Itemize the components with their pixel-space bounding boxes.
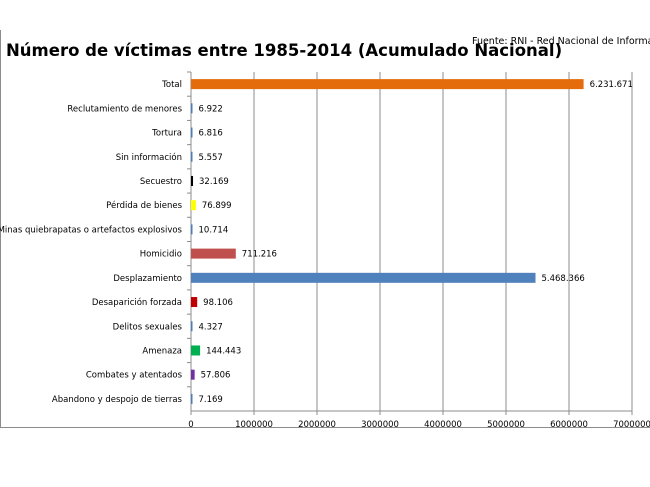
x-tick-label: 5000000: [487, 420, 525, 430]
category-label: Combates y atentados: [86, 371, 183, 381]
x-tick-label: 7000000: [613, 420, 650, 430]
bar: [191, 175, 194, 186]
category-label: Reclutamiento de menores: [67, 104, 182, 114]
value-label: 5.468.366: [542, 274, 585, 284]
value-label: 5.557: [199, 153, 223, 163]
x-tick-label: 2000000: [298, 420, 336, 430]
bar: [191, 151, 193, 162]
bar: [191, 345, 201, 356]
bar: [191, 272, 536, 283]
value-label: 57.806: [201, 371, 231, 381]
category-label: Desaparición forzada: [92, 297, 182, 308]
category-label: Delitos sexuales: [113, 322, 183, 332]
bar: [191, 369, 195, 380]
x-tick-label: 4000000: [424, 420, 462, 430]
value-label: 6.816: [199, 129, 223, 139]
bar: [191, 127, 193, 138]
value-label: 7.169: [199, 395, 223, 405]
category-label: Secuestro: [140, 177, 182, 187]
category-label: Pérdida de bienes: [106, 200, 182, 211]
bar: [191, 248, 236, 259]
x-tick-label: 0: [188, 420, 193, 430]
x-tick-label: 3000000: [361, 420, 399, 430]
value-label: 144.443: [206, 346, 241, 356]
bar: [191, 224, 193, 235]
chart-title: Número de víctimas entre 1985-2014 (Acum…: [6, 41, 563, 60]
value-label: 711.216: [242, 250, 277, 260]
bar: [191, 297, 198, 308]
value-label: 32.169: [199, 177, 229, 187]
value-label: 6.231.671: [590, 80, 633, 90]
bar: [191, 321, 193, 332]
category-label: Homicidio: [140, 250, 182, 260]
value-label: 10.714: [199, 225, 229, 235]
chart-frame: [0, 30, 650, 428]
bar: [191, 79, 584, 90]
chart-source: Fuente: RNI - Red Nacional de Informaci: [472, 36, 650, 47]
bar: [191, 393, 193, 404]
value-label: 98.106: [203, 298, 233, 308]
bar: [191, 103, 193, 114]
value-label: 4.327: [199, 322, 223, 332]
category-label: Tortura: [151, 129, 182, 139]
x-tick-label: 1000000: [235, 420, 273, 430]
category-label: Minas quiebrapatas o artefactos explosiv…: [0, 225, 183, 235]
value-label: 76.899: [202, 201, 232, 211]
category-label: Desplazamiento: [113, 274, 182, 284]
x-tick-label: 6000000: [550, 420, 588, 430]
value-label: 6.922: [199, 104, 223, 114]
category-label: Abandono y despojo de tierras: [52, 395, 183, 405]
category-label: Amenaza: [142, 346, 182, 356]
bar: [191, 200, 196, 211]
category-label: Total: [161, 80, 182, 90]
category-label: Sin información: [116, 152, 182, 163]
